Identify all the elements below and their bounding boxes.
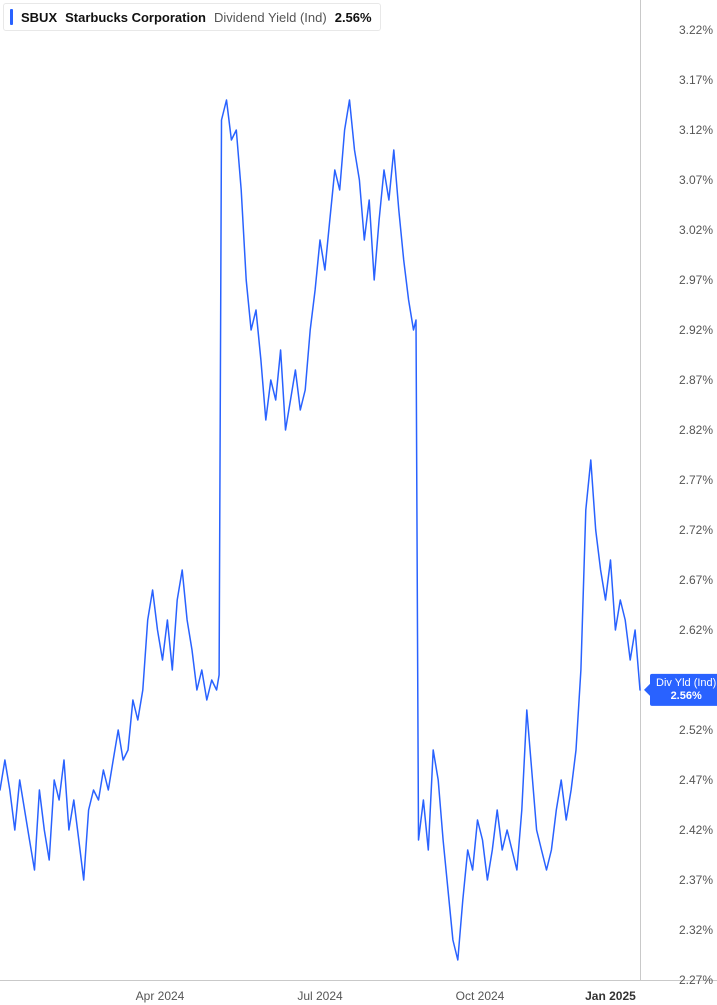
y-tick-label: 2.47% (679, 773, 713, 787)
x-tick-label: Jan 2025 (585, 989, 636, 1003)
legend-value: 2.56% (335, 10, 372, 25)
y-tick-label: 2.52% (679, 723, 713, 737)
badge-title: Div Yld (Ind) (656, 677, 716, 690)
y-tick-label: 2.82% (679, 423, 713, 437)
y-tick-label: 3.17% (679, 73, 713, 87)
legend-metric: Dividend Yield (Ind) (214, 10, 327, 25)
chart-container: SBUX Starbucks Corporation Dividend Yiel… (0, 0, 717, 1005)
x-tick-label: Oct 2024 (456, 989, 505, 1003)
y-tick-label: 2.87% (679, 373, 713, 387)
y-tick-label: 3.07% (679, 173, 713, 187)
badge-value: 2.56% (656, 690, 716, 703)
y-tick-label: 2.42% (679, 823, 713, 837)
y-tick-label: 2.72% (679, 523, 713, 537)
y-tick-label: 2.77% (679, 473, 713, 487)
y-tick-label: 2.92% (679, 323, 713, 337)
legend-ticker: SBUX (21, 10, 57, 25)
y-tick-label: 2.37% (679, 873, 713, 887)
y-tick-label: 2.32% (679, 923, 713, 937)
chart-plot[interactable] (0, 0, 717, 1005)
y-tick-label: 3.02% (679, 223, 713, 237)
x-tick-label: Apr 2024 (136, 989, 185, 1003)
legend-company-name: Starbucks Corporation (65, 10, 206, 25)
y-tick-label: 2.67% (679, 573, 713, 587)
current-value-badge: Div Yld (Ind) 2.56% (650, 674, 717, 706)
legend-color-bar (10, 9, 13, 25)
y-tick-label: 2.62% (679, 623, 713, 637)
chart-legend: SBUX Starbucks Corporation Dividend Yiel… (3, 3, 381, 31)
y-tick-label: 3.12% (679, 123, 713, 137)
y-tick-label: 2.27% (679, 973, 713, 987)
x-tick-label: Jul 2024 (297, 989, 342, 1003)
y-tick-label: 3.22% (679, 23, 713, 37)
y-tick-label: 2.97% (679, 273, 713, 287)
